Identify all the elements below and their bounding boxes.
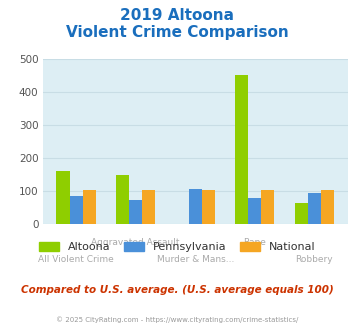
Bar	[70, 196, 83, 224]
Bar	[321, 190, 334, 224]
Text: Robbery: Robbery	[296, 255, 333, 264]
Text: Murder & Mans...: Murder & Mans...	[157, 255, 234, 264]
Bar	[235, 75, 248, 224]
Bar	[116, 175, 129, 224]
Bar	[129, 200, 142, 224]
Bar	[202, 190, 215, 224]
Bar	[56, 171, 70, 224]
Text: © 2025 CityRating.com - https://www.cityrating.com/crime-statistics/: © 2025 CityRating.com - https://www.city…	[56, 317, 299, 323]
Text: Compared to U.S. average. (U.S. average equals 100): Compared to U.S. average. (U.S. average …	[21, 285, 334, 295]
Bar	[142, 190, 155, 224]
Bar	[189, 189, 202, 224]
Bar	[248, 198, 261, 224]
Text: Aggravated Assault: Aggravated Assault	[92, 238, 180, 247]
Text: Rape: Rape	[244, 238, 266, 247]
Text: All Violent Crime: All Violent Crime	[38, 255, 114, 264]
Bar	[308, 193, 321, 224]
Bar	[83, 190, 96, 224]
Text: Violent Crime Comparison: Violent Crime Comparison	[66, 25, 289, 40]
Bar	[261, 190, 274, 224]
Bar	[295, 203, 308, 224]
Legend: Altoona, Pennsylvania, National: Altoona, Pennsylvania, National	[35, 238, 320, 257]
Text: 2019 Altoona: 2019 Altoona	[120, 8, 235, 23]
